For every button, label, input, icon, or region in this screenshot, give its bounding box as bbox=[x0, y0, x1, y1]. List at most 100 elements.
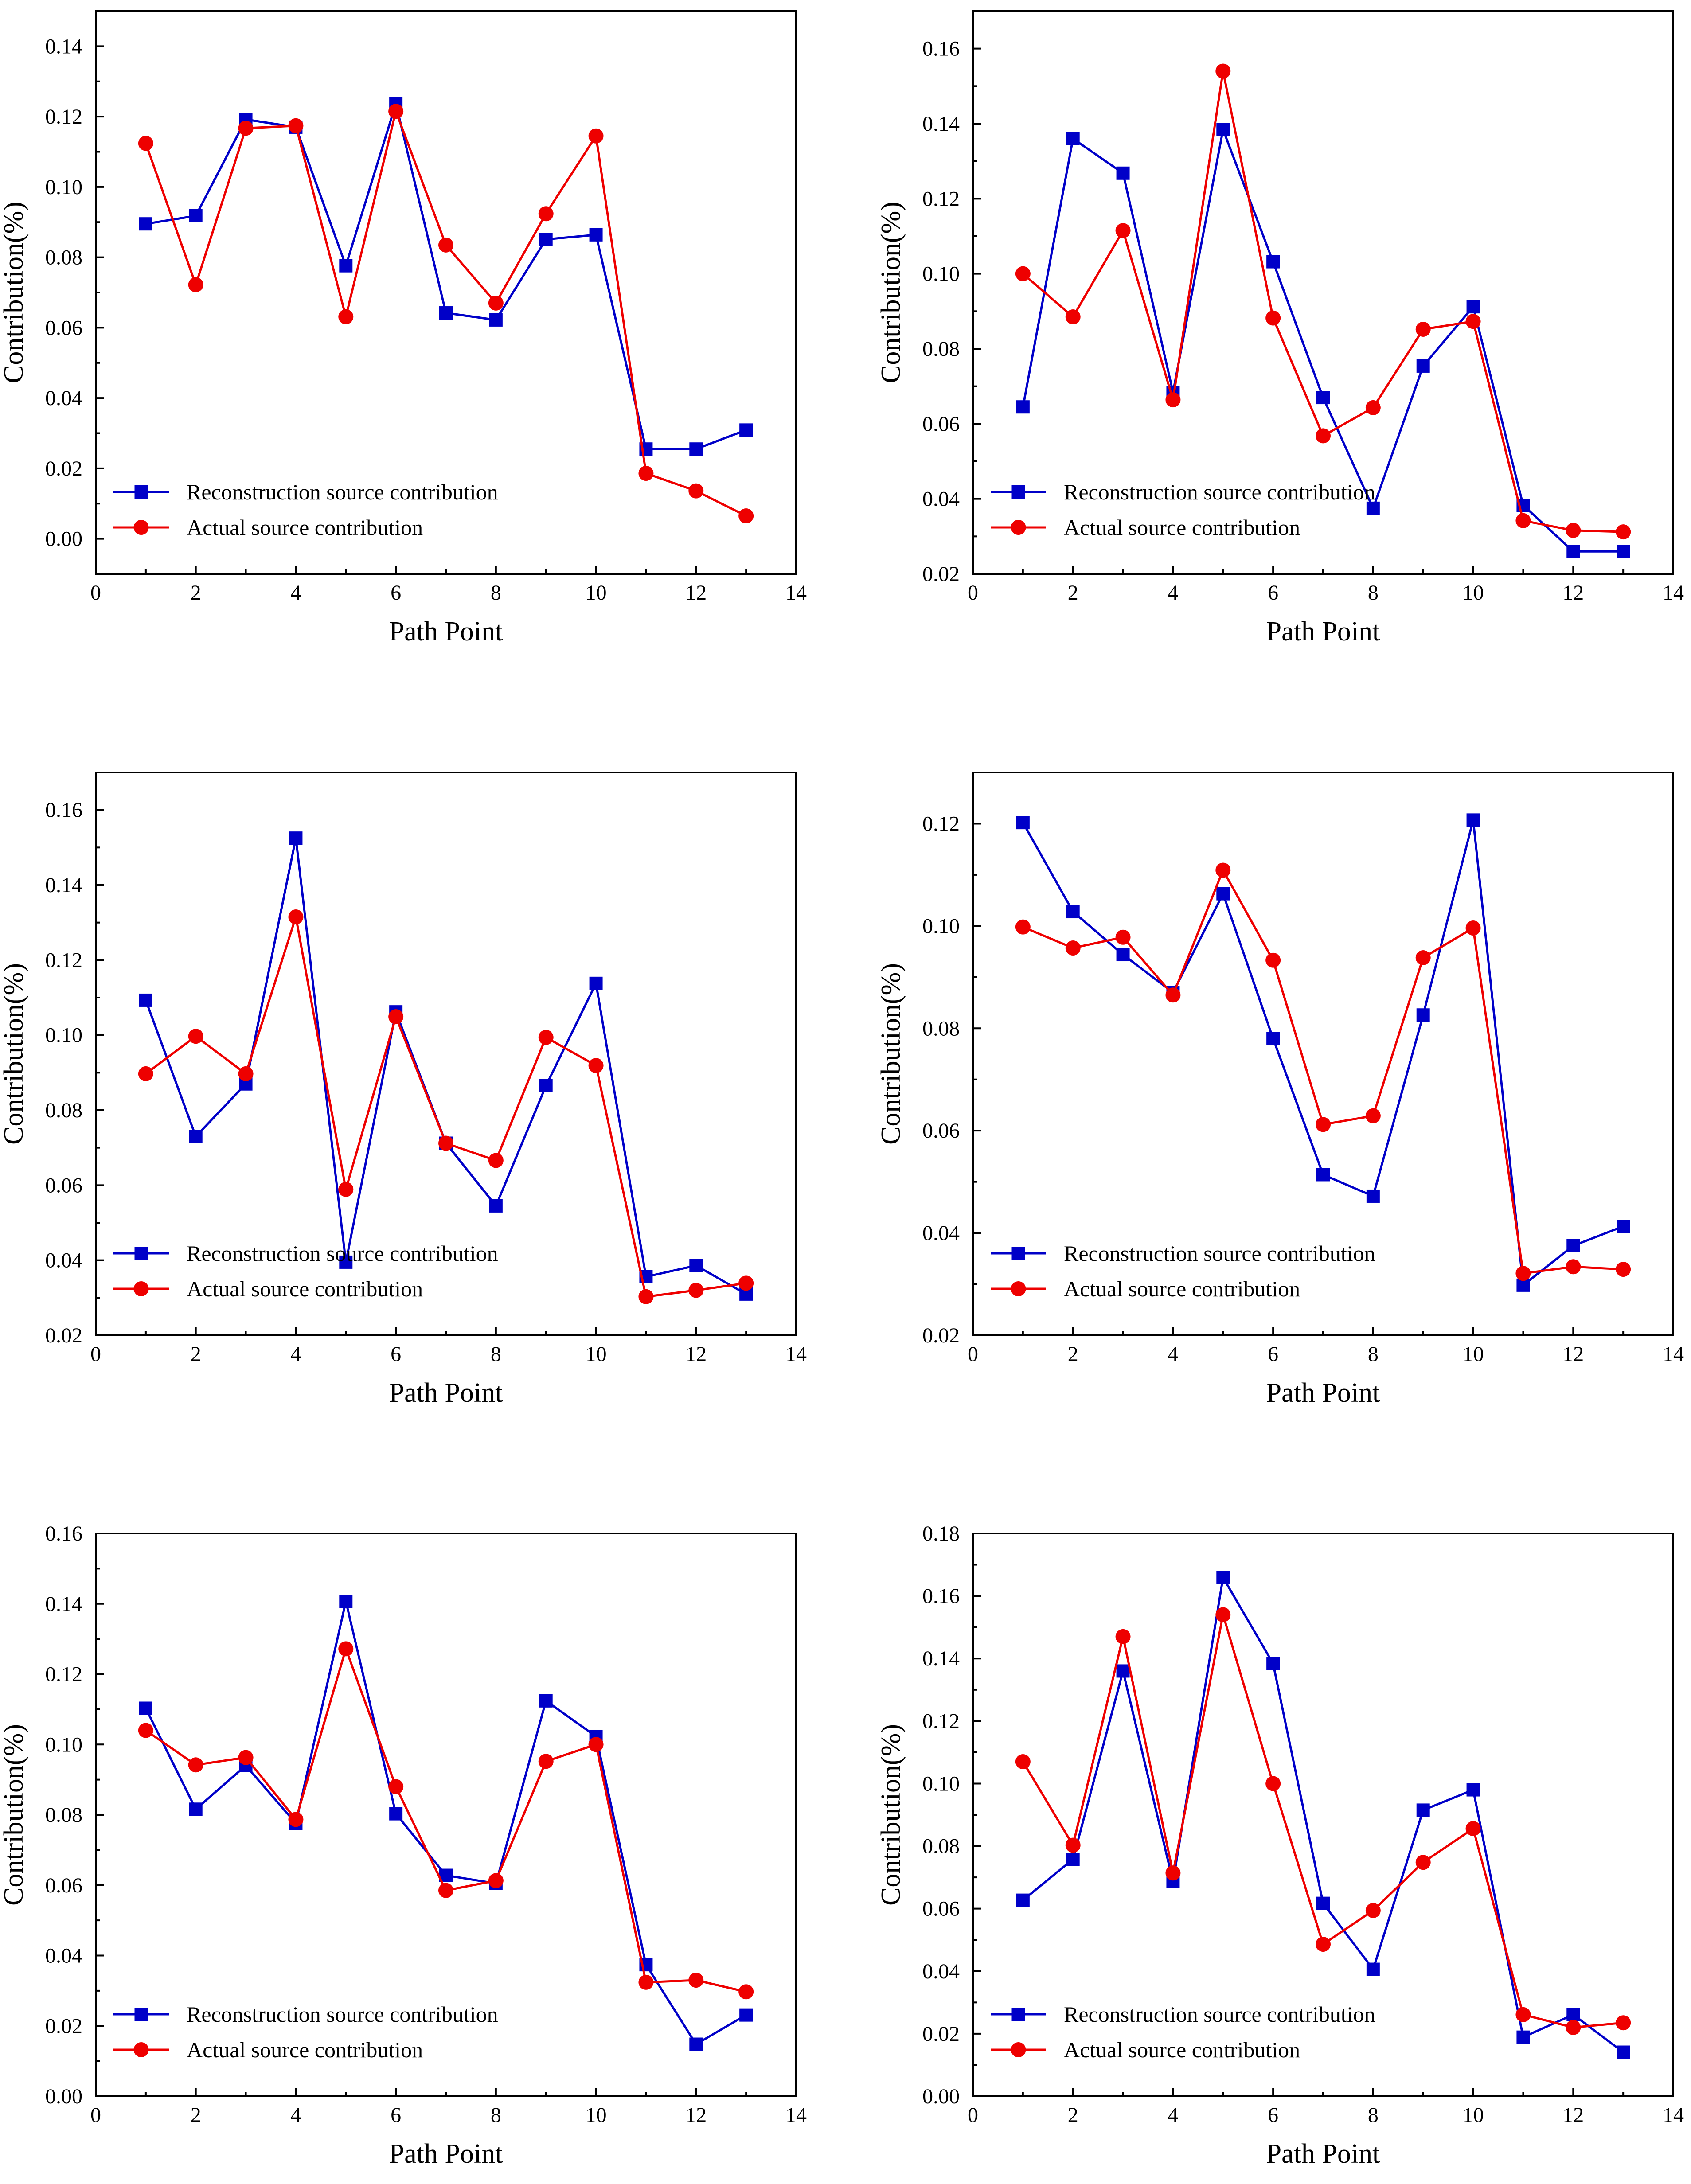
actual-point bbox=[1265, 310, 1281, 326]
reconstruction-point bbox=[1216, 1571, 1230, 1584]
reconstruction-point bbox=[1617, 545, 1630, 558]
reconstruction-point bbox=[1466, 300, 1480, 314]
y-tick-label: 0.02 bbox=[45, 1324, 82, 1347]
actual-point bbox=[638, 1289, 654, 1304]
x-tick-label: 4 bbox=[1168, 1342, 1178, 1366]
actual-point bbox=[1566, 2020, 1581, 2035]
actual-point bbox=[1215, 862, 1231, 878]
y-tick-label: 0.12 bbox=[45, 948, 82, 972]
actual-point bbox=[538, 1030, 554, 1045]
legend-square-marker bbox=[1011, 2008, 1025, 2021]
y-tick-label: 0.02 bbox=[922, 2022, 960, 2046]
legend-label: Actual source contribution bbox=[1064, 2037, 1300, 2062]
actual-point bbox=[138, 1066, 153, 1081]
x-tick-label: 14 bbox=[1663, 581, 1684, 604]
y-tick-label: 0.06 bbox=[45, 1874, 82, 1897]
x-tick-label: 14 bbox=[1663, 1342, 1684, 1366]
y-tick-label: 0.06 bbox=[45, 1174, 82, 1197]
y-tick-label: 0.16 bbox=[922, 37, 960, 61]
x-tick-label: 6 bbox=[1268, 1342, 1278, 1366]
y-tick-label: 0.14 bbox=[922, 1647, 960, 1670]
x-tick-label: 0 bbox=[90, 1342, 101, 1366]
y-tick-label: 0.04 bbox=[922, 1960, 960, 1983]
reconstruction-point bbox=[339, 1255, 353, 1269]
x-tick-label: 4 bbox=[1168, 581, 1178, 604]
actual-point bbox=[288, 1812, 304, 1827]
series-line-reconstruction bbox=[145, 99, 747, 450]
actual-point bbox=[1316, 428, 1331, 444]
y-tick-label: 0.12 bbox=[45, 105, 82, 129]
x-tick-label: 10 bbox=[1463, 2103, 1484, 2127]
actual-point bbox=[1215, 1607, 1231, 1622]
y-tick-label: 0.10 bbox=[922, 1772, 960, 1795]
x-tick-label: 8 bbox=[491, 581, 501, 604]
actual-point bbox=[488, 295, 504, 311]
reconstruction-point bbox=[389, 1807, 403, 1821]
x-axis-title: Path Point bbox=[389, 616, 503, 647]
legend-label: Reconstruction source contribution bbox=[1064, 480, 1375, 504]
y-tick-label: 0.14 bbox=[922, 112, 960, 136]
reconstruction-point bbox=[539, 1079, 553, 1092]
y-tick-label: 0.06 bbox=[922, 1119, 960, 1143]
reconstruction-point bbox=[139, 217, 152, 231]
y-tick-label: 0.14 bbox=[45, 35, 82, 58]
x-tick-label: 14 bbox=[785, 2103, 807, 2127]
x-tick-label: 12 bbox=[1562, 2103, 1584, 2127]
y-tick-label: 0.08 bbox=[45, 1099, 82, 1122]
x-tick-label: 14 bbox=[785, 1342, 807, 1366]
actual-point bbox=[1515, 2007, 1531, 2022]
series-line-actual bbox=[1022, 1614, 1624, 2029]
legend-square-marker bbox=[1011, 485, 1025, 499]
actual-point bbox=[1365, 1108, 1381, 1123]
actual-point bbox=[688, 483, 704, 499]
actual-point bbox=[1015, 919, 1031, 935]
chart-panel-1: 0 2 4 6 8 10 12 14 0.00 0.02 0.04 0.06 0.08 0.10 0.12 0… bbox=[0, 10, 807, 647]
reconstruction-point bbox=[739, 2008, 753, 2022]
x-tick-label: 4 bbox=[290, 2103, 301, 2127]
y-tick-label: 0.02 bbox=[45, 457, 82, 480]
actual-point bbox=[1165, 1865, 1181, 1881]
reconstruction-point bbox=[1016, 400, 1030, 414]
actual-point bbox=[1316, 1937, 1331, 1952]
actual-point bbox=[438, 1135, 453, 1151]
reconstruction-point bbox=[1617, 2045, 1630, 2059]
x-tick-label: 12 bbox=[685, 2103, 707, 2127]
actual-point bbox=[1265, 952, 1281, 968]
legend-label: Reconstruction source contribution bbox=[187, 480, 498, 504]
reconstruction-point bbox=[189, 1802, 203, 1816]
legend-label: Reconstruction source contribution bbox=[1064, 1241, 1375, 1266]
reconstruction-point bbox=[1266, 255, 1280, 269]
y-tick-label: 0.10 bbox=[45, 1733, 82, 1756]
y-tick-label: 0.06 bbox=[922, 412, 960, 436]
y-tick-label: 0.16 bbox=[922, 1584, 960, 1608]
x-tick-label: 0 bbox=[968, 2103, 978, 2127]
x-tick-label: 12 bbox=[685, 1342, 707, 1366]
actual-point bbox=[1065, 309, 1081, 325]
y-tick-label: 0.12 bbox=[45, 1663, 82, 1686]
x-tick-label: 10 bbox=[1463, 1342, 1484, 1366]
y-tick-label: 0.18 bbox=[922, 1522, 960, 1545]
x-tick-label: 4 bbox=[1168, 2103, 1178, 2127]
actual-point bbox=[388, 1779, 404, 1794]
y-tick-label: 0.10 bbox=[45, 176, 82, 199]
actual-point bbox=[1065, 1837, 1081, 1853]
actual-point bbox=[1015, 266, 1031, 281]
actual-point bbox=[1465, 920, 1481, 936]
actual-point bbox=[538, 206, 554, 222]
x-tick-label: 4 bbox=[290, 581, 301, 604]
y-axis-title: Contribution(%) bbox=[0, 963, 29, 1145]
y-tick-label: 0.00 bbox=[922, 2085, 960, 2108]
y-tick-label: 0.08 bbox=[922, 337, 960, 361]
x-axis-title: Path Point bbox=[1266, 616, 1380, 647]
legend: Reconstruction source contribution Actual… bbox=[991, 1241, 1375, 1301]
reconstruction-point bbox=[439, 306, 453, 320]
reconstruction-point bbox=[1416, 1008, 1430, 1022]
reconstruction-point bbox=[1266, 1657, 1280, 1670]
reconstruction-point bbox=[1216, 123, 1230, 136]
actual-point bbox=[1515, 513, 1531, 528]
legend-label: Reconstruction source contribution bbox=[187, 2002, 498, 2027]
reconstruction-point bbox=[1066, 905, 1080, 919]
y-axis-title: Contribution(%) bbox=[0, 1724, 29, 1906]
actual-point bbox=[638, 1974, 654, 1990]
y-tick-label: 0.04 bbox=[45, 1944, 82, 1968]
